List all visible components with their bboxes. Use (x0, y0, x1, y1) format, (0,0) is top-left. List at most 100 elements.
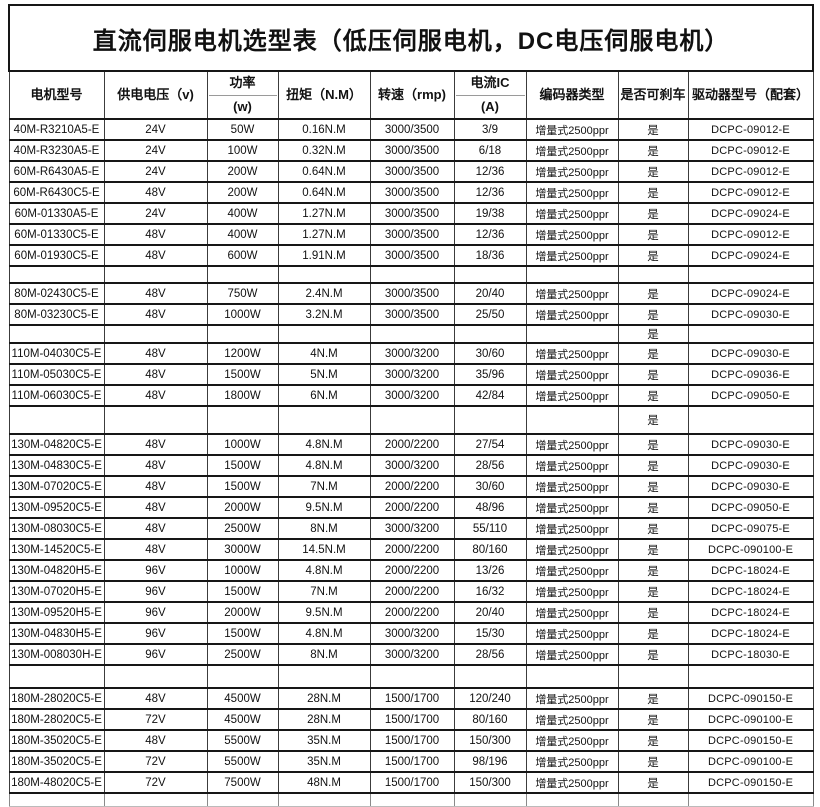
cell-brake (617, 792, 689, 807)
header-cell-divider (455, 94, 525, 96)
cell-brake: 是 (617, 559, 689, 582)
cell-driver: DCPC-09030-E (687, 433, 814, 456)
cell-voltage: 72V (103, 708, 208, 731)
cell-power: 1000W (206, 303, 279, 326)
cell-current: 55/110 (453, 517, 527, 540)
cell-current: 12/36 (453, 160, 527, 183)
cell-power: 1500W (206, 580, 279, 603)
column-header-power-line2: (w) (233, 98, 252, 114)
cell-encoder (525, 664, 619, 689)
cell-model: 130M-04820H5-E (8, 559, 105, 582)
title-row: 直流伺服电机选型表（低压伺服电机，DC电压伺服电机） (7, 4, 815, 72)
table-row: 130M-09520H5-E 96V 2000W 9.5N.M 2000/2200 20/… (8, 601, 814, 624)
cell-encoder (525, 265, 619, 284)
cell-voltage: 48V (103, 454, 208, 477)
cell-voltage: 48V (103, 687, 208, 710)
cell-torque: 0.32N.M (277, 139, 371, 162)
cell-torque: 2.4N.M (277, 282, 371, 305)
cell-driver: DCPC-09024-E (687, 244, 814, 267)
cell-brake: 是 (617, 538, 689, 561)
cell-encoder: 增量式2500ppr (525, 384, 619, 407)
column-header-current-line1: 电流IC (470, 75, 510, 91)
cell-current (453, 792, 527, 807)
cell-current: 13/26 (453, 559, 527, 582)
cell-power (206, 324, 279, 344)
cell-speed: 3000/3500 (369, 282, 455, 305)
cell-model: 130M-04830H5-E (8, 622, 105, 645)
spacer-row: 是 (8, 324, 814, 344)
cell-driver (687, 664, 814, 689)
cell-encoder (525, 792, 619, 807)
spacer-row (8, 265, 814, 284)
cell-power (206, 265, 279, 284)
cell-power (206, 664, 279, 689)
cell-voltage: 24V (103, 202, 208, 225)
cell-model: 180M-35020C5-E (8, 729, 105, 752)
cell-model: 130M-08030C5-E (8, 517, 105, 540)
column-header-model: 电机型号 (8, 70, 105, 120)
cell-brake: 是 (617, 160, 689, 183)
cell-voltage: 24V (103, 160, 208, 183)
cell-power: 1800W (206, 384, 279, 407)
cell-current (453, 664, 527, 689)
cell-encoder: 增量式2500ppr (525, 139, 619, 162)
cell-brake: 是 (617, 475, 689, 498)
cell-brake: 是 (617, 118, 689, 141)
cell-model: 130M-04820C5-E (8, 433, 105, 456)
table-row: 40M-R3230A5-E 24V 100W 0.32N.M 3000/3500 6/18… (8, 139, 814, 162)
cell-voltage (103, 664, 208, 689)
cell-voltage: 48V (103, 282, 208, 305)
cell-voltage: 96V (103, 622, 208, 645)
cell-model: 60M-01330C5-E (8, 223, 105, 246)
cell-torque (277, 324, 371, 344)
column-header-power: 功率 (w) (206, 70, 279, 120)
cell-model (8, 265, 105, 284)
cell-speed: 2000/2200 (369, 538, 455, 561)
cell-brake: 是 (617, 708, 689, 731)
cell-current: 15/30 (453, 622, 527, 645)
cell-model: 180M-48020C5-E (8, 771, 105, 794)
table-row: 130M-008030H-E 96V 2500W 8N.M 3000/3200 28/56… (8, 643, 814, 666)
cell-voltage: 72V (103, 771, 208, 794)
cell-voltage: 48V (103, 433, 208, 456)
table-row: 60M-01330C5-E 48V 400W 1.27N.M 3000/3500 12/3… (8, 223, 814, 246)
cell-model: 40M-R3230A5-E (8, 139, 105, 162)
cell-model: 130M-14520C5-E (8, 538, 105, 561)
spacer-row (8, 792, 814, 807)
cell-power: 50W (206, 118, 279, 141)
cell-current: 30/60 (453, 342, 527, 365)
table-row: 130M-04820C5-E 48V 1000W 4.8N.M 2000/2200 27/… (8, 433, 814, 456)
cell-driver: DCPC-09050-E (687, 384, 814, 407)
cell-torque: 5N.M (277, 363, 371, 386)
cell-model: 130M-09520C5-E (8, 496, 105, 519)
cell-driver: DCPC-09012-E (687, 223, 814, 246)
cell-speed: 2000/2200 (369, 580, 455, 603)
cell-speed: 3000/3200 (369, 454, 455, 477)
table-row: 180M-35020C5-E 48V 5500W 35N.M 1500/1700 150/… (8, 729, 814, 752)
table-row: 130M-08030C5-E 48V 2500W 8N.M 3000/3200 55/11… (8, 517, 814, 540)
cell-driver: DCPC-18024-E (687, 559, 814, 582)
cell-brake: 是 (617, 223, 689, 246)
table-row: 180M-28020C5-E 72V 4500W 28N.M 1500/1700 80/1… (8, 708, 814, 731)
cell-driver: DCPC-09012-E (687, 181, 814, 204)
cell-power: 1000W (206, 559, 279, 582)
cell-torque: 4.8N.M (277, 454, 371, 477)
cell-speed: 3000/3500 (369, 139, 455, 162)
cell-model: 130M-07020C5-E (8, 475, 105, 498)
table-row: 180M-48020C5-E 72V 7500W 48N.M 1500/1700 150/… (8, 771, 814, 794)
cell-voltage: 72V (103, 750, 208, 773)
cell-current: 27/54 (453, 433, 527, 456)
cell-voltage: 48V (103, 303, 208, 326)
cell-driver: DCPC-18024-E (687, 622, 814, 645)
cell-voltage: 96V (103, 559, 208, 582)
cell-encoder: 增量式2500ppr (525, 303, 619, 326)
cell-power (206, 792, 279, 807)
cell-encoder: 增量式2500ppr (525, 454, 619, 477)
cell-brake: 是 (617, 303, 689, 326)
cell-speed: 3000/3200 (369, 622, 455, 645)
cell-speed: 2000/2200 (369, 559, 455, 582)
cell-driver (687, 324, 814, 344)
cell-encoder: 增量式2500ppr (525, 622, 619, 645)
cell-power: 1000W (206, 433, 279, 456)
